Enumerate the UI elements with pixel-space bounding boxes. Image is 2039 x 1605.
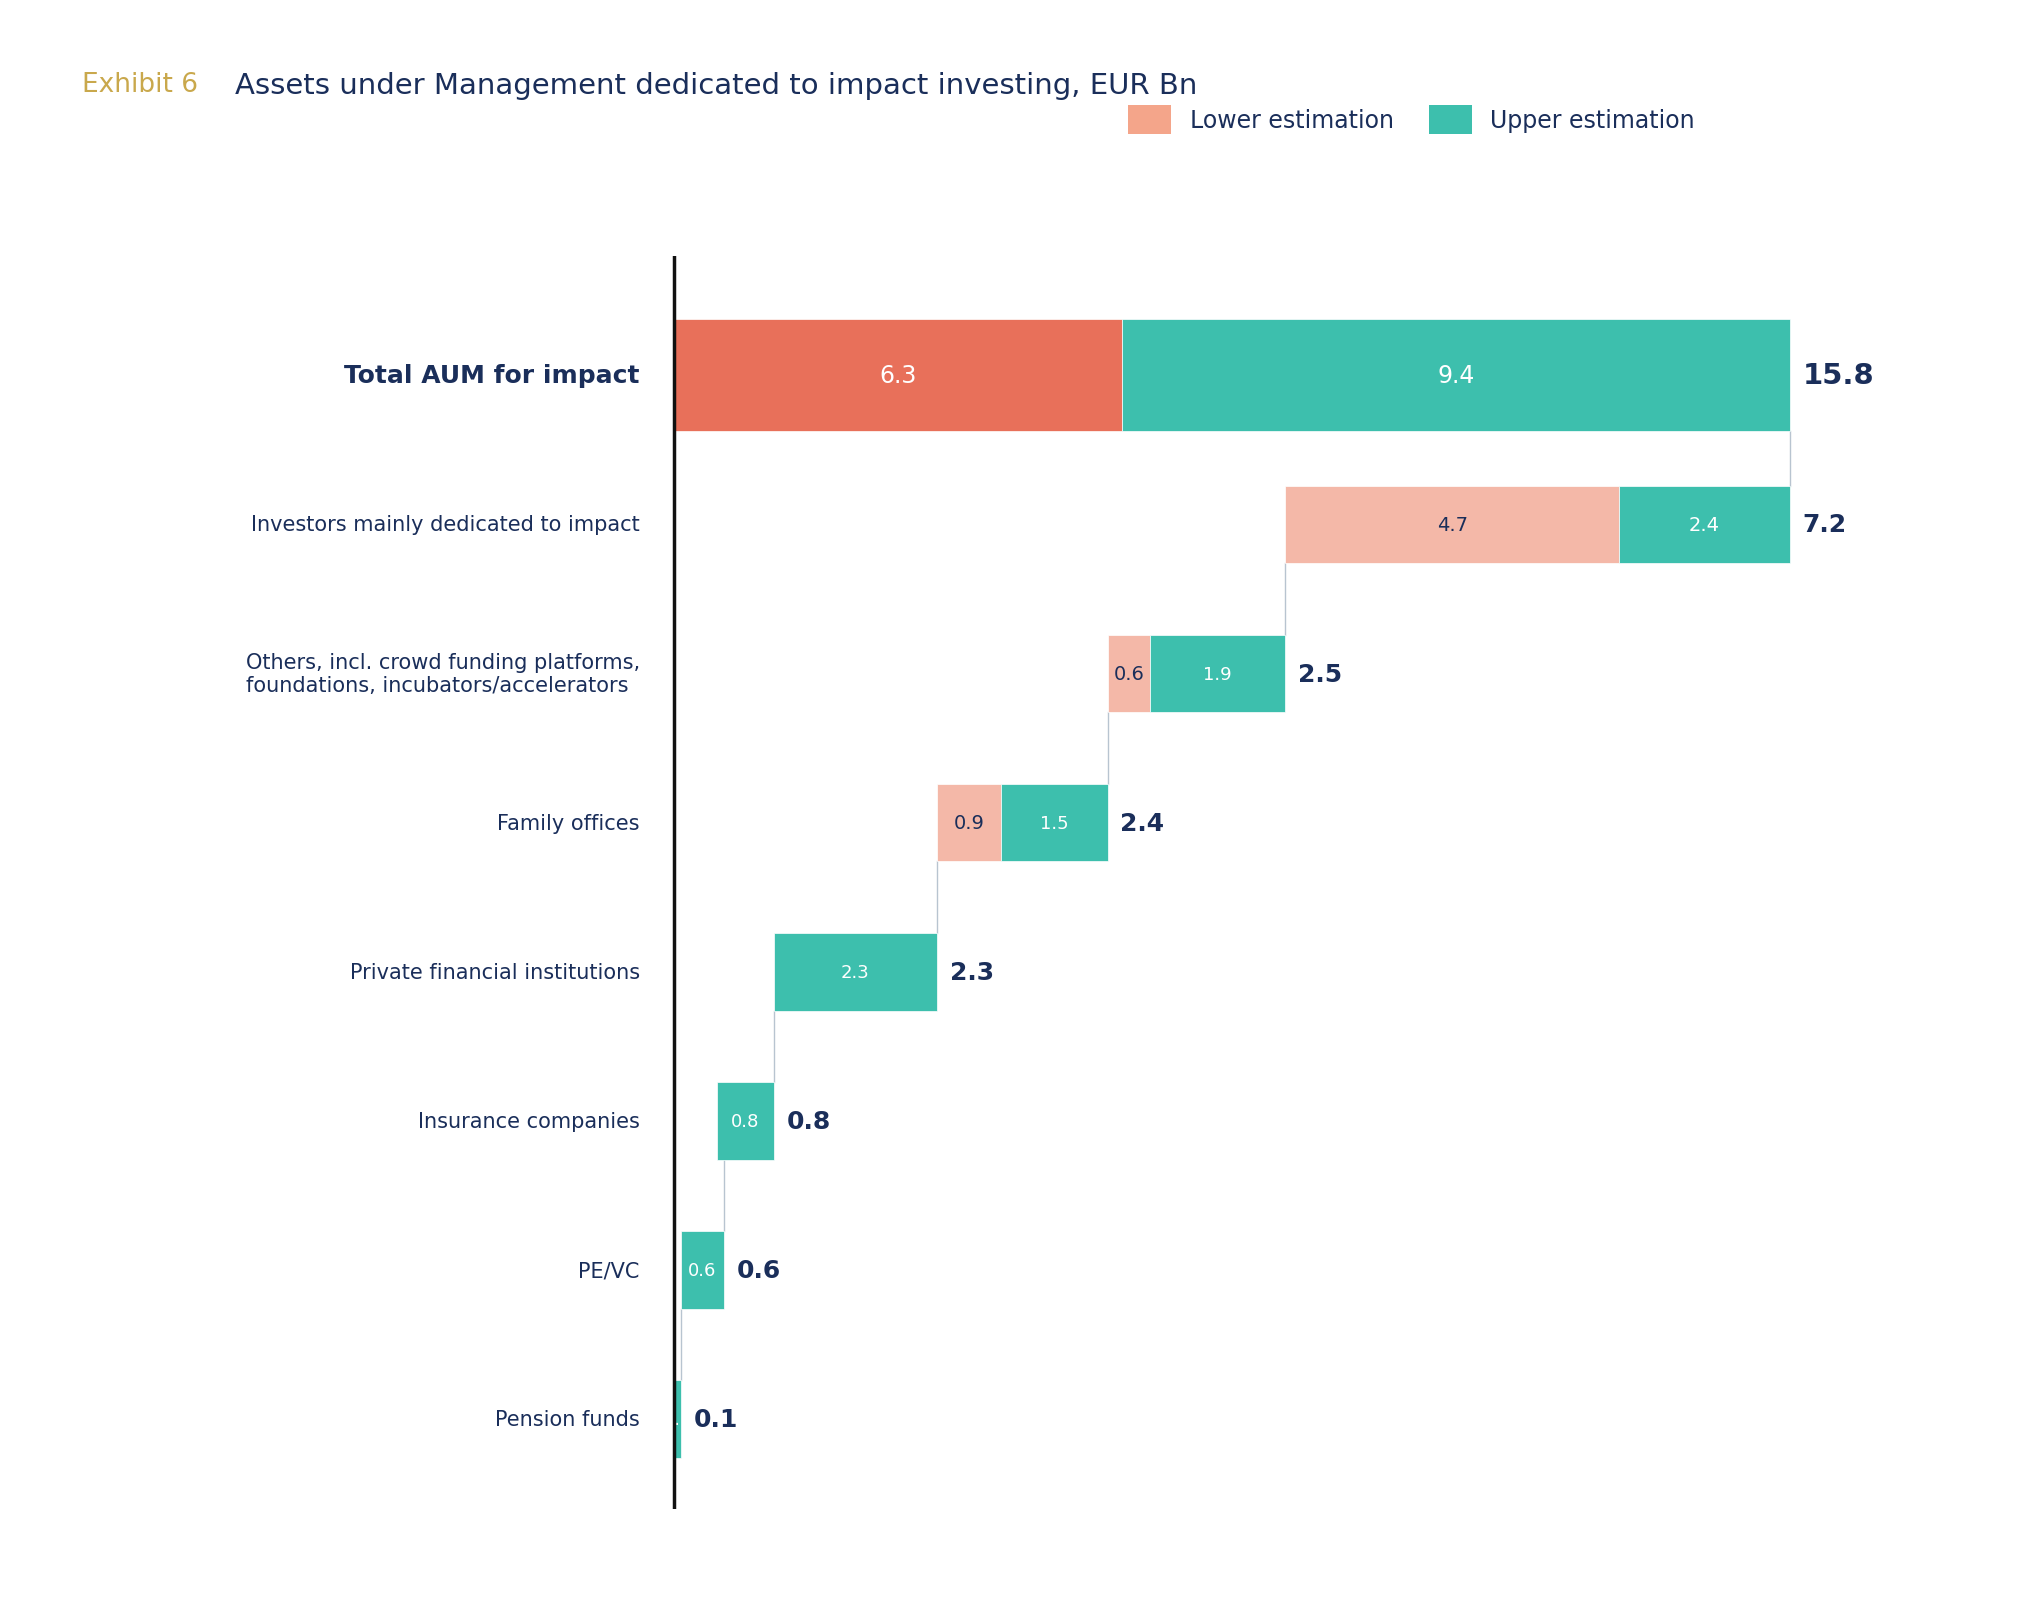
Text: Investors mainly dedicated to impact: Investors mainly dedicated to impact — [251, 515, 640, 534]
Bar — [673, 1380, 681, 1457]
Bar — [1001, 785, 1107, 862]
Text: 2.4: 2.4 — [1119, 811, 1164, 835]
Bar — [773, 934, 936, 1011]
Text: Total AUM for impact: Total AUM for impact — [345, 364, 640, 388]
Text: Private financial institutions: Private financial institutions — [349, 961, 640, 982]
Text: 0.6: 0.6 — [736, 1258, 781, 1282]
Text: 0.9: 0.9 — [952, 814, 985, 833]
Text: 4.7: 4.7 — [1435, 515, 1466, 534]
Bar — [1619, 486, 1788, 563]
Bar — [681, 1231, 724, 1310]
Text: 1.5: 1.5 — [1040, 814, 1068, 831]
Text: PE/VC: PE/VC — [579, 1260, 640, 1281]
Text: 7.2: 7.2 — [1802, 514, 1845, 538]
Text: 0.1: 0.1 — [663, 1411, 691, 1428]
Bar — [1150, 636, 1285, 713]
Bar — [716, 1082, 773, 1160]
Text: 15.8: 15.8 — [1802, 363, 1874, 390]
Text: 0.8: 0.8 — [730, 1112, 759, 1130]
Text: Insurance companies: Insurance companies — [418, 1111, 640, 1132]
Text: 0.6: 0.6 — [687, 1262, 716, 1279]
Bar — [1285, 486, 1619, 563]
Text: Exhibit 6: Exhibit 6 — [82, 72, 198, 98]
Text: Assets under Management dedicated to impact investing, EUR Bn: Assets under Management dedicated to imp… — [234, 72, 1197, 100]
Text: 2.3: 2.3 — [950, 960, 993, 984]
Text: 2.4: 2.4 — [1688, 515, 1719, 534]
Text: Others, incl. crowd funding platforms,
foundations, incubators/accelerators: Others, incl. crowd funding platforms, f… — [245, 653, 640, 695]
Text: Family offices: Family offices — [498, 814, 640, 833]
Text: 0.1: 0.1 — [693, 1408, 738, 1432]
Text: 6.3: 6.3 — [879, 364, 916, 388]
Text: Pension funds: Pension funds — [495, 1409, 640, 1430]
Text: 2.3: 2.3 — [840, 963, 869, 981]
Bar — [673, 319, 1121, 432]
Text: 2.5: 2.5 — [1297, 663, 1342, 685]
Bar — [1107, 636, 1150, 713]
Legend: Lower estimation, Upper estimation: Lower estimation, Upper estimation — [1128, 106, 1694, 135]
Text: 0.8: 0.8 — [785, 1109, 830, 1133]
Text: 0.6: 0.6 — [1113, 664, 1144, 684]
Text: 9.4: 9.4 — [1435, 364, 1474, 388]
Text: 1.9: 1.9 — [1203, 664, 1232, 684]
Bar — [1121, 319, 1788, 432]
Bar — [936, 785, 1001, 862]
